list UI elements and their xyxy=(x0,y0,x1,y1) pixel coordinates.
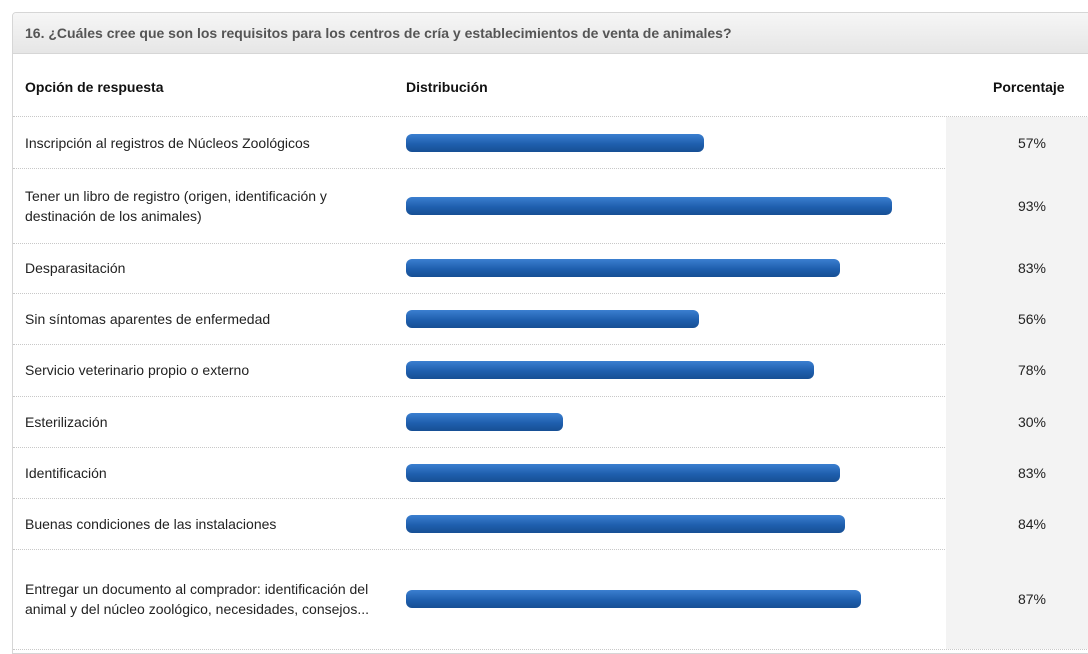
bar xyxy=(406,463,841,482)
answer-row: Buenas condiciones de las instalaciones 8… xyxy=(13,498,1088,550)
bar xyxy=(406,309,699,328)
percent-label: 57% xyxy=(1017,134,1046,151)
answer-label: Esterilización xyxy=(25,413,108,430)
bar xyxy=(406,196,893,215)
percent-cell xyxy=(946,117,1088,168)
answer-label: Buenas condiciones de las instalaciones xyxy=(25,515,277,532)
percent-label: 30% xyxy=(1017,413,1046,430)
answer-label: Desparasitación xyxy=(25,260,126,276)
percent-cell xyxy=(946,549,1088,649)
answer-label: Servicio veterinario propio o externo xyxy=(25,362,250,378)
answer-row: Tener un libro de registro (origen, iden… xyxy=(13,168,1088,244)
column-header: Porcentaje xyxy=(993,79,1065,95)
answer-row: Servicio veterinario propio o externo 78% xyxy=(13,344,1088,397)
percent-cell xyxy=(946,396,1088,447)
percent-cell xyxy=(946,498,1088,549)
answer-label: Tener un libro de registro (origen, iden… xyxy=(25,187,327,224)
answer-label: Identificación xyxy=(25,464,107,481)
bar xyxy=(406,514,846,533)
percent-label: 87% xyxy=(1017,591,1046,607)
percent-label: 78% xyxy=(1017,362,1046,378)
header-row xyxy=(13,13,1088,117)
percent-label: 83% xyxy=(1017,260,1046,276)
answer-label: Inscripción al registros de Núcleos Zool… xyxy=(25,134,310,151)
answer-label: Entregar un documento al comprador: iden… xyxy=(25,581,369,617)
page: 16. ¿Cuáles cree que son los requisitos … xyxy=(12,12,1088,654)
percent-cell xyxy=(946,168,1088,243)
column-header: Distribución xyxy=(406,79,488,95)
bar xyxy=(406,361,814,379)
bar xyxy=(406,412,563,431)
percent-label: 93% xyxy=(1017,197,1046,214)
column-header: Opción de respuesta xyxy=(25,79,164,95)
percent-label: 84% xyxy=(1017,515,1046,532)
results-panel: 16. ¿Cuáles cree que son los requisitos … xyxy=(12,12,1088,654)
percent-label: 56% xyxy=(1017,310,1046,327)
bar xyxy=(406,259,841,277)
percent-cell xyxy=(946,243,1088,293)
answer-row: Identificación 83% xyxy=(13,447,1088,499)
answer-row: Desparasitación 83% xyxy=(13,243,1088,294)
percent-label: 83% xyxy=(1017,464,1046,481)
answer-label: Sin síntomas aparentes de enfermedad xyxy=(25,310,271,327)
percent-cell xyxy=(946,447,1088,498)
answer-row: Entregar un documento al comprador: iden… xyxy=(13,549,1088,650)
percent-cell xyxy=(946,293,1088,344)
bar xyxy=(406,590,861,608)
question-title: 16. ¿Cuáles cree que son los requisitos … xyxy=(13,13,1088,54)
answer-row: Esterilización 30% xyxy=(13,396,1088,448)
answer-row: Inscripción al registros de Núcleos Zool… xyxy=(13,117,1088,169)
bar xyxy=(406,133,705,152)
answer-row: Sin síntomas aparentes de enfermedad 56% xyxy=(13,293,1088,345)
percent-cell xyxy=(946,344,1088,396)
